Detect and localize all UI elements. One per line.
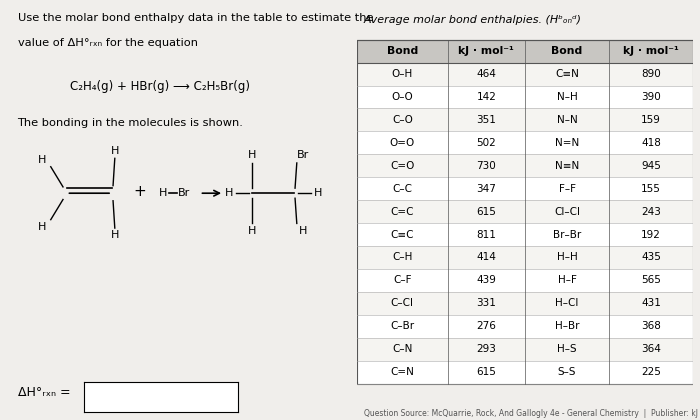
Text: C=C: C=C xyxy=(391,207,414,217)
Text: C–Br: C–Br xyxy=(391,321,414,331)
Text: kJ · mol⁻¹: kJ · mol⁻¹ xyxy=(458,46,514,56)
FancyBboxPatch shape xyxy=(357,246,693,269)
Text: Average molar bond enthalpies. (Hᵇₒₙᵈ): Average molar bond enthalpies. (Hᵇₒₙᵈ) xyxy=(364,15,582,24)
Text: H: H xyxy=(248,226,256,236)
Text: C–O: C–O xyxy=(392,115,413,125)
Text: H: H xyxy=(159,188,167,198)
FancyBboxPatch shape xyxy=(357,86,693,108)
Text: O=O: O=O xyxy=(390,138,415,148)
Text: S–S: S–S xyxy=(558,367,576,377)
Text: H: H xyxy=(314,188,323,198)
Text: Br–Br: Br–Br xyxy=(553,229,581,239)
Text: 347: 347 xyxy=(477,184,496,194)
Text: H–F: H–F xyxy=(558,276,576,285)
Text: 243: 243 xyxy=(641,207,661,217)
Text: H: H xyxy=(225,188,233,198)
Text: H: H xyxy=(38,155,46,165)
Text: 464: 464 xyxy=(477,69,496,79)
Text: Bond: Bond xyxy=(552,46,582,56)
Text: 364: 364 xyxy=(641,344,661,354)
Text: F–F: F–F xyxy=(559,184,575,194)
Text: N=N: N=N xyxy=(555,138,579,148)
Text: The bonding in the molecules is shown.: The bonding in the molecules is shown. xyxy=(18,118,244,128)
Text: 192: 192 xyxy=(641,229,661,239)
FancyBboxPatch shape xyxy=(357,39,693,63)
Text: 159: 159 xyxy=(641,115,661,125)
Text: 368: 368 xyxy=(641,321,661,331)
Text: 502: 502 xyxy=(477,138,496,148)
Text: 439: 439 xyxy=(477,276,496,285)
Text: N≡N: N≡N xyxy=(555,161,579,171)
Text: O–H: O–H xyxy=(392,69,413,79)
Text: 730: 730 xyxy=(477,161,496,171)
Text: 565: 565 xyxy=(641,276,661,285)
FancyBboxPatch shape xyxy=(357,177,693,200)
Text: Bond: Bond xyxy=(386,46,418,56)
Text: C–C: C–C xyxy=(393,184,412,194)
Text: H: H xyxy=(38,222,46,232)
Text: 890: 890 xyxy=(641,69,661,79)
Text: C–H: C–H xyxy=(392,252,412,262)
Text: 435: 435 xyxy=(641,252,661,262)
FancyBboxPatch shape xyxy=(357,338,693,361)
FancyBboxPatch shape xyxy=(357,200,693,223)
Text: ΔH°ᵣₓₙ =: ΔH°ᵣₓₙ = xyxy=(18,386,70,399)
Text: C=O: C=O xyxy=(390,161,414,171)
Text: kJ · mol⁻¹: kJ · mol⁻¹ xyxy=(623,46,679,56)
Text: 615: 615 xyxy=(477,207,496,217)
Text: 331: 331 xyxy=(477,298,496,308)
Text: H–Cl: H–Cl xyxy=(555,298,579,308)
Text: 225: 225 xyxy=(641,367,661,377)
Text: C≡C: C≡C xyxy=(391,229,414,239)
Text: 945: 945 xyxy=(641,161,661,171)
Text: H–S: H–S xyxy=(557,344,577,354)
Text: Br: Br xyxy=(178,188,190,198)
Text: Use the molar bond enthalpy data in the table to estimate the: Use the molar bond enthalpy data in the … xyxy=(18,13,373,23)
Text: C–F: C–F xyxy=(393,276,412,285)
Text: 431: 431 xyxy=(641,298,661,308)
Text: +: + xyxy=(134,184,146,199)
FancyBboxPatch shape xyxy=(357,315,693,338)
Text: 418: 418 xyxy=(641,138,661,148)
Text: C–N: C–N xyxy=(392,344,412,354)
Text: Cl–Cl: Cl–Cl xyxy=(554,207,580,217)
Text: 615: 615 xyxy=(477,367,496,377)
Text: 811: 811 xyxy=(477,229,496,239)
Text: value of ΔH°ᵣₓₙ for the equation: value of ΔH°ᵣₓₙ for the equation xyxy=(18,38,197,48)
Text: H–H: H–H xyxy=(556,252,577,262)
FancyBboxPatch shape xyxy=(357,108,693,131)
Text: O–O: O–O xyxy=(391,92,413,102)
Text: N–H: N–H xyxy=(556,92,577,102)
FancyBboxPatch shape xyxy=(357,154,693,177)
Text: C=N: C=N xyxy=(391,367,414,377)
Text: C–Cl: C–Cl xyxy=(391,298,414,308)
Text: H: H xyxy=(248,150,256,160)
Text: C≡N: C≡N xyxy=(555,69,579,79)
FancyBboxPatch shape xyxy=(357,361,693,383)
FancyBboxPatch shape xyxy=(357,131,693,154)
Text: N–N: N–N xyxy=(556,115,577,125)
Text: 414: 414 xyxy=(477,252,496,262)
Text: Question Source: McQuarrie, Rock, And Gallogly 4e - General Chemistry  |  Publis: Question Source: McQuarrie, Rock, And Ga… xyxy=(364,409,698,418)
Text: H: H xyxy=(111,230,120,240)
FancyBboxPatch shape xyxy=(357,269,693,292)
Text: 351: 351 xyxy=(477,115,496,125)
Text: H: H xyxy=(111,146,120,156)
Text: 390: 390 xyxy=(641,92,661,102)
Text: 155: 155 xyxy=(641,184,661,194)
FancyBboxPatch shape xyxy=(357,223,693,246)
FancyBboxPatch shape xyxy=(357,292,693,315)
Text: 293: 293 xyxy=(477,344,496,354)
Text: H: H xyxy=(299,226,307,236)
FancyBboxPatch shape xyxy=(357,63,693,86)
Text: Br: Br xyxy=(297,150,309,160)
Text: 276: 276 xyxy=(477,321,496,331)
Text: C₂H₄(g) + HBr(g) ⟶ C₂H₅Br(g): C₂H₄(g) + HBr(g) ⟶ C₂H₅Br(g) xyxy=(70,80,250,93)
Text: 142: 142 xyxy=(477,92,496,102)
Text: H–Br: H–Br xyxy=(554,321,580,331)
